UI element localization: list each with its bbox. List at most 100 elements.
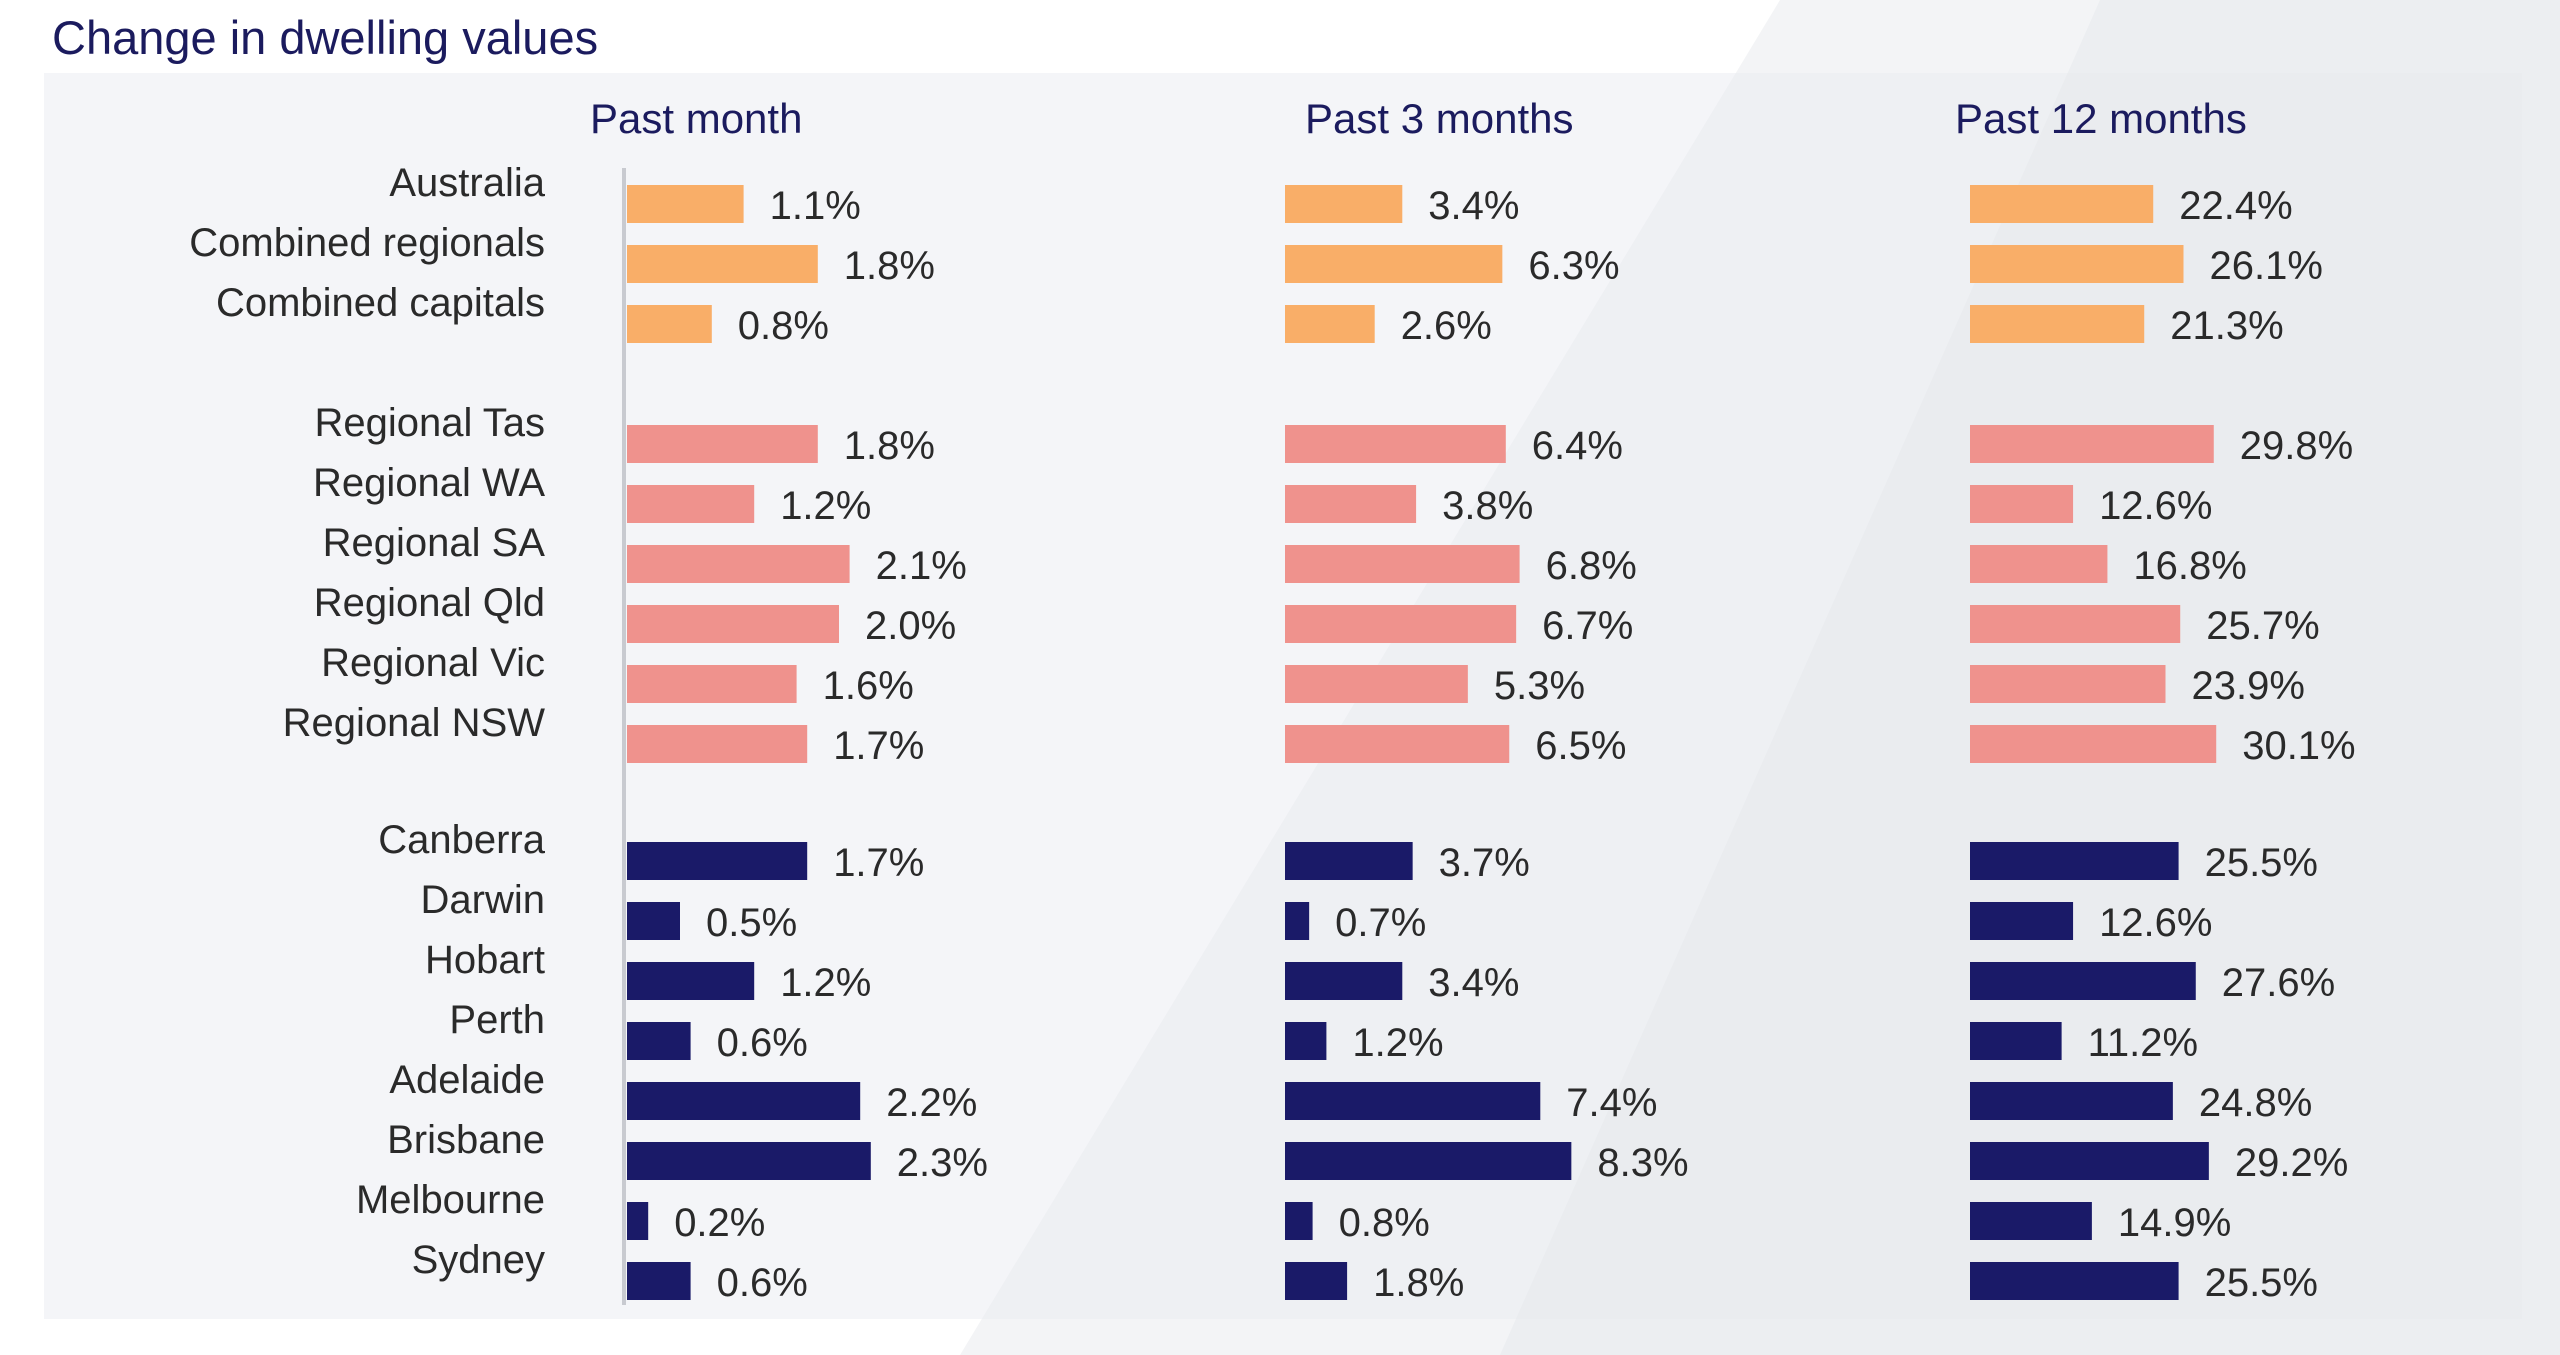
value-label: 25.5% — [2205, 1261, 2318, 1305]
value-label: 1.2% — [1352, 1021, 1443, 1065]
value-label: 23.9% — [2192, 664, 2305, 708]
value-label: 29.2% — [2235, 1141, 2348, 1185]
bar — [627, 1202, 649, 1240]
bar — [627, 725, 808, 763]
bar — [1285, 1142, 1572, 1180]
bar — [1285, 902, 1310, 940]
value-label: 6.3% — [1528, 244, 1619, 288]
category-label: Regional Vic — [321, 641, 545, 685]
series-title: Past month — [590, 95, 802, 142]
bar — [1285, 1082, 1541, 1120]
bar — [1285, 1202, 1313, 1240]
series-title: Past 12 months — [1955, 95, 2247, 142]
bar — [1970, 1262, 2179, 1300]
value-label: 3.4% — [1428, 184, 1519, 228]
bar — [1285, 842, 1413, 880]
category-label: Regional NSW — [283, 701, 546, 745]
value-label: 1.1% — [770, 184, 861, 228]
value-label: 3.7% — [1439, 841, 1530, 885]
category-label: Brisbane — [387, 1118, 545, 1162]
category-label: Adelaide — [389, 1058, 545, 1102]
value-label: 24.8% — [2199, 1081, 2312, 1125]
bar — [627, 902, 680, 940]
series-title: Past 3 months — [1305, 95, 1573, 142]
bar — [1970, 902, 2074, 940]
bar — [1285, 725, 1510, 763]
value-label: 6.8% — [1546, 544, 1637, 588]
bar — [1285, 305, 1375, 343]
value-label: 3.4% — [1428, 961, 1519, 1005]
bar — [1970, 605, 2181, 643]
value-label: 5.3% — [1494, 664, 1585, 708]
value-label: 0.2% — [674, 1201, 765, 1245]
category-label: Sydney — [412, 1238, 545, 1282]
value-label: 7.4% — [1566, 1081, 1657, 1125]
bar — [1285, 245, 1503, 283]
value-label: 11.2% — [2088, 1021, 2198, 1065]
bar — [627, 665, 797, 703]
category-label: Regional Qld — [314, 581, 545, 625]
bar — [1285, 1262, 1348, 1300]
bar — [1970, 545, 2108, 583]
bar — [1285, 962, 1403, 1000]
category-label: Darwin — [421, 878, 545, 922]
category-label: Combined capitals — [216, 281, 545, 325]
value-label: 1.7% — [833, 724, 924, 768]
category-label: Hobart — [425, 938, 545, 982]
bar — [627, 962, 755, 1000]
bar — [1970, 665, 2166, 703]
value-label: 27.6% — [2222, 961, 2335, 1005]
value-label: 26.1% — [2209, 244, 2322, 288]
value-label: 2.2% — [886, 1081, 977, 1125]
bar — [627, 1082, 861, 1120]
bar — [1970, 485, 2074, 523]
value-label: 2.0% — [865, 604, 956, 648]
bar — [627, 305, 712, 343]
bar — [1970, 185, 2154, 223]
value-label: 14.9% — [2118, 1201, 2231, 1245]
value-label: 8.3% — [1597, 1141, 1688, 1185]
value-label: 0.7% — [1335, 901, 1426, 945]
bar — [627, 842, 808, 880]
bar — [627, 1262, 691, 1300]
bar — [1970, 842, 2179, 880]
value-label: 6.7% — [1542, 604, 1633, 648]
value-label: 0.8% — [1339, 1201, 1430, 1245]
bar — [1285, 605, 1517, 643]
category-label: Combined regionals — [189, 221, 545, 265]
value-label: 0.6% — [717, 1261, 808, 1305]
value-label: 0.8% — [738, 304, 829, 348]
value-label: 1.2% — [780, 484, 871, 528]
value-label: 6.5% — [1535, 724, 1626, 768]
bar — [1970, 962, 2196, 1000]
value-label: 12.6% — [2099, 901, 2212, 945]
chart-title: Change in dwelling values — [52, 11, 599, 64]
category-label: Regional WA — [313, 461, 545, 505]
bar — [627, 1142, 871, 1180]
value-label: 12.6% — [2099, 484, 2212, 528]
bar — [1970, 1142, 2209, 1180]
value-label: 2.3% — [897, 1141, 988, 1185]
value-label: 1.8% — [844, 424, 935, 468]
bar — [1970, 425, 2214, 463]
bar — [1970, 305, 2145, 343]
bar — [1970, 1082, 2173, 1120]
category-label: Australia — [389, 161, 545, 205]
category-label: Melbourne — [356, 1178, 545, 1222]
value-label: 22.4% — [2179, 184, 2292, 228]
bar — [627, 485, 755, 523]
category-label: Perth — [449, 998, 545, 1042]
category-label: Regional SA — [323, 521, 546, 565]
value-label: 1.2% — [780, 961, 871, 1005]
bar — [1285, 1022, 1327, 1060]
category-label: Canberra — [378, 818, 546, 862]
value-label: 16.8% — [2133, 544, 2246, 588]
bar — [627, 245, 818, 283]
bar — [627, 425, 818, 463]
value-label: 25.7% — [2206, 604, 2319, 648]
bar — [627, 185, 744, 223]
value-label: 30.1% — [2242, 724, 2355, 768]
bar — [1970, 725, 2217, 763]
bar — [1970, 245, 2184, 283]
value-label: 3.8% — [1442, 484, 1533, 528]
